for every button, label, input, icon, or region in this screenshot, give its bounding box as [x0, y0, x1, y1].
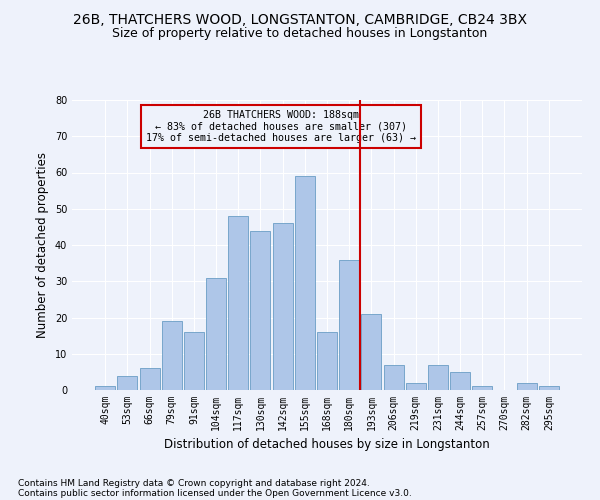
Bar [472, 386, 492, 390]
X-axis label: Distribution of detached houses by size in Longstanton: Distribution of detached houses by size … [164, 438, 490, 452]
Bar [250, 230, 271, 390]
Bar [162, 321, 182, 390]
Bar [383, 364, 404, 390]
Bar [339, 260, 359, 390]
Bar [206, 278, 226, 390]
Text: Size of property relative to detached houses in Longstanton: Size of property relative to detached ho… [112, 28, 488, 40]
Bar [517, 383, 536, 390]
Bar [140, 368, 160, 390]
Bar [272, 223, 293, 390]
Bar [184, 332, 204, 390]
Bar [295, 176, 315, 390]
Bar [428, 364, 448, 390]
Text: 26B THATCHERS WOOD: 188sqm
← 83% of detached houses are smaller (307)
17% of sem: 26B THATCHERS WOOD: 188sqm ← 83% of deta… [146, 110, 416, 144]
Text: 26B, THATCHERS WOOD, LONGSTANTON, CAMBRIDGE, CB24 3BX: 26B, THATCHERS WOOD, LONGSTANTON, CAMBRI… [73, 12, 527, 26]
Text: Contains public sector information licensed under the Open Government Licence v3: Contains public sector information licen… [18, 488, 412, 498]
Bar [118, 376, 137, 390]
Y-axis label: Number of detached properties: Number of detached properties [36, 152, 49, 338]
Bar [95, 386, 115, 390]
Text: Contains HM Land Registry data © Crown copyright and database right 2024.: Contains HM Land Registry data © Crown c… [18, 478, 370, 488]
Bar [361, 314, 382, 390]
Bar [406, 383, 426, 390]
Bar [450, 372, 470, 390]
Bar [539, 386, 559, 390]
Bar [228, 216, 248, 390]
Bar [317, 332, 337, 390]
